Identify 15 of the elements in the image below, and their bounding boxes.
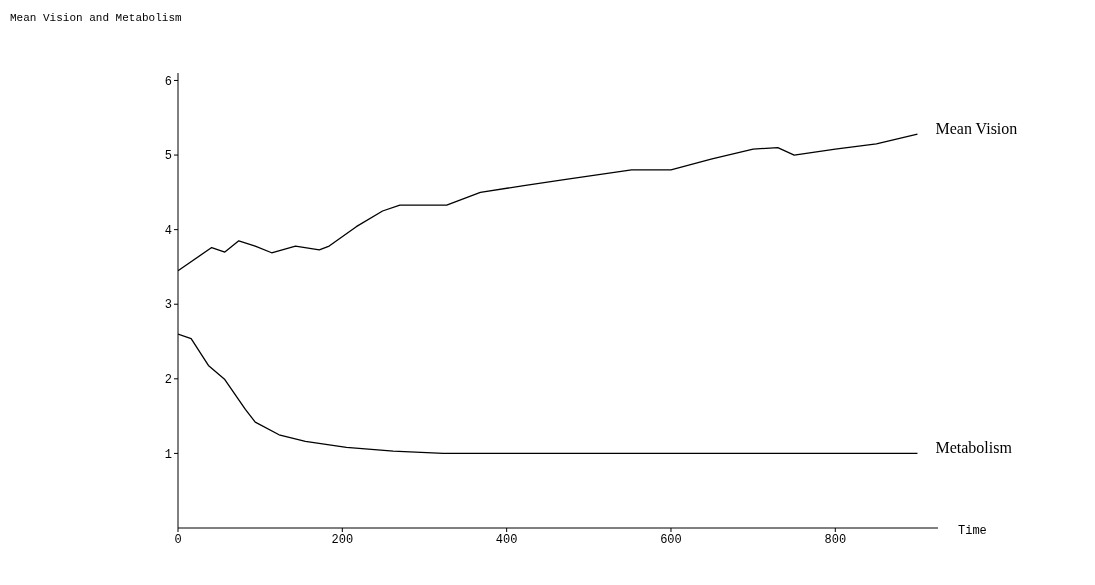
y-tick-label: 5: [164, 149, 172, 164]
y-tick-label: 1: [164, 447, 172, 462]
series-label: Metabolism: [935, 439, 1013, 457]
x-axis-title: Time: [958, 524, 987, 539]
x-tick-label: 200: [331, 532, 354, 547]
x-tick-label: 0: [174, 532, 182, 547]
x-tick-label: 400: [495, 532, 518, 547]
x-tick-label: 600: [660, 532, 682, 547]
x-tick-label: 800: [824, 532, 847, 547]
y-tick-label: 2: [164, 373, 172, 388]
y-tick-label: 6: [164, 74, 172, 89]
series-label: Mean Vision: [935, 119, 1018, 137]
y-tick-label: 4: [164, 223, 172, 238]
chart-title: Mean Vision and Metabolism: [10, 12, 182, 24]
y-tick-label: 3: [164, 298, 172, 313]
